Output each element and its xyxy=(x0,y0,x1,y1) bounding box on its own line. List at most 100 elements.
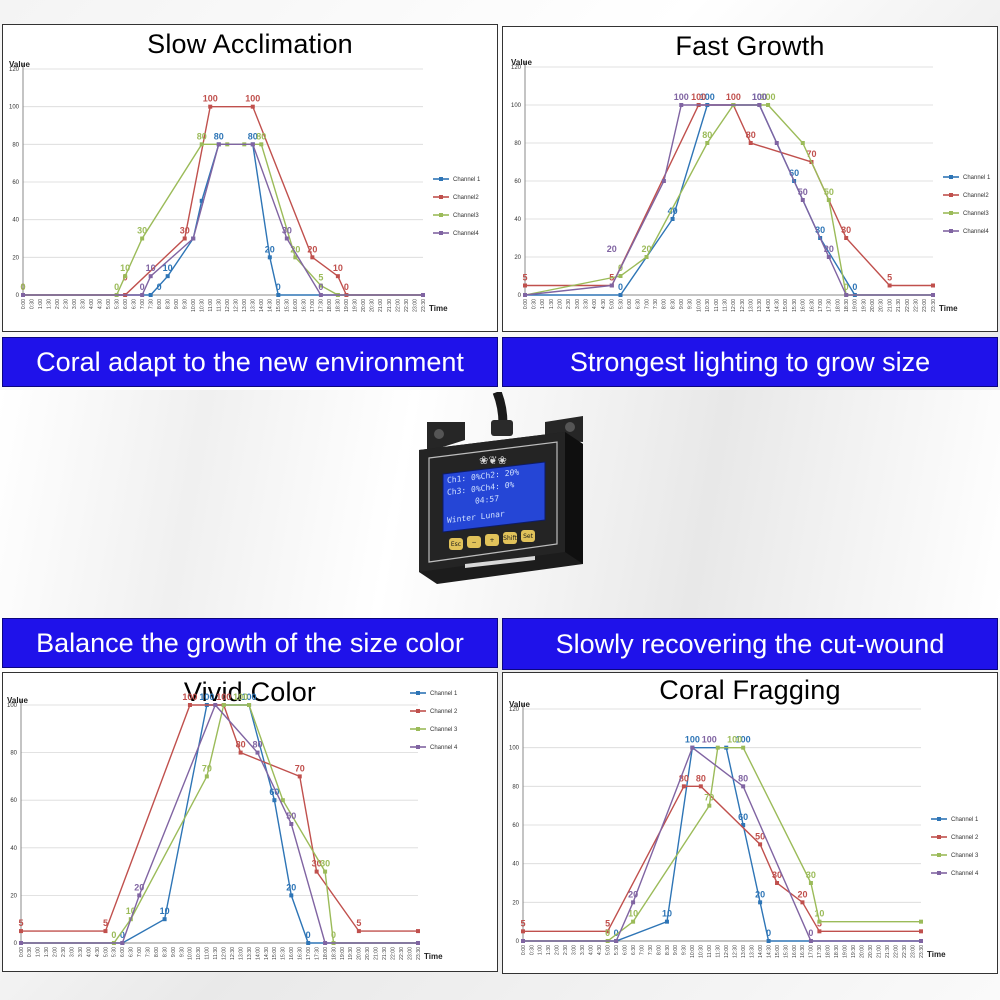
data-label: 0 xyxy=(111,930,116,940)
data-point xyxy=(356,929,361,934)
x-tick-label: 14:30 xyxy=(264,947,270,960)
data-label: 60 xyxy=(789,168,799,178)
x-tick-label: 7:00 xyxy=(644,299,650,309)
lcd-line-3: 04:57 xyxy=(475,494,499,506)
x-tick-label: 21:00 xyxy=(887,299,893,312)
x-tick-label: 20:30 xyxy=(370,299,376,312)
shift-button[interactable] xyxy=(503,532,517,544)
y-tick-label: 20 xyxy=(512,900,519,906)
x-tick-label: 15:30 xyxy=(285,299,291,312)
data-point xyxy=(416,941,420,945)
y-tick-label: 60 xyxy=(12,180,19,186)
data-label: 20 xyxy=(797,889,807,899)
series-line xyxy=(523,746,921,942)
x-tick-label: 21:00 xyxy=(876,945,882,958)
series-line xyxy=(525,104,933,287)
data-label: 5 xyxy=(522,273,527,283)
y-tick-label: 60 xyxy=(514,179,521,185)
legend-marker xyxy=(949,229,953,233)
y-tick-label: 100 xyxy=(9,105,20,111)
y-tick-label: 40 xyxy=(12,218,19,224)
data-label: 100 xyxy=(761,92,776,102)
x-tick-label: 13:00 xyxy=(749,299,755,312)
data-label: 30 xyxy=(815,225,825,235)
x-tick-label: 14:30 xyxy=(268,299,274,312)
set-button[interactable] xyxy=(521,530,535,542)
data-label: 50 xyxy=(755,831,765,841)
x-tick-label: 19:30 xyxy=(348,947,354,960)
set-button-label: Set xyxy=(523,533,534,540)
x-tick-label: 16:30 xyxy=(809,299,815,312)
x-tick-label: 3:00 xyxy=(572,945,578,955)
x-tick-label: 14:30 xyxy=(766,945,772,958)
y-tick-label: 40 xyxy=(10,846,17,852)
data-label: 60 xyxy=(269,787,279,797)
x-tick-label: 13:30 xyxy=(757,299,763,312)
data-label: 10 xyxy=(628,909,638,919)
data-point xyxy=(919,929,923,934)
x-tick-label: 15:30 xyxy=(792,299,798,312)
x-tick-label: 16:30 xyxy=(800,945,806,958)
x-tick-label: 11:00 xyxy=(205,947,211,960)
data-point xyxy=(272,798,277,803)
x-tick-label: 7:30 xyxy=(653,299,659,309)
data-point xyxy=(931,283,935,288)
data-label: 10 xyxy=(662,909,672,919)
data-label: 20 xyxy=(642,244,652,254)
data-label: 30 xyxy=(841,225,851,235)
esc-button[interactable] xyxy=(449,538,463,550)
data-label: 100 xyxy=(233,692,248,702)
y-tick-label: 20 xyxy=(10,893,17,899)
y-tick-label: 100 xyxy=(509,746,520,752)
x-tick-label: 6:00 xyxy=(123,299,129,309)
legend-entry: Channel 3 xyxy=(430,727,458,733)
y-tick-label: 60 xyxy=(10,798,17,804)
data-label: 80 xyxy=(256,131,266,141)
data-label: 5 xyxy=(356,918,361,928)
data-point xyxy=(182,236,187,241)
x-tick-label: 1:30 xyxy=(546,945,552,955)
x-tick-label: 8:30 xyxy=(670,299,676,309)
x-tick-label: 0:30 xyxy=(531,299,537,309)
x-tick-label: 1:30 xyxy=(549,299,555,309)
x-tick-label: 6:30 xyxy=(636,299,642,309)
chart-panel-fast-growth: Fast Growth 0 20 40 60 80 100 120 Value Time 0:00… xyxy=(502,26,998,332)
data-label: 20 xyxy=(265,244,275,254)
data-point xyxy=(297,774,302,779)
x-tick-label: 18:30 xyxy=(336,299,342,312)
data-label: 100 xyxy=(216,692,231,702)
x-tick-label: 15:30 xyxy=(783,945,789,958)
data-label: 100 xyxy=(736,735,751,745)
x-tick-label: 19:30 xyxy=(851,945,857,958)
data-point xyxy=(335,274,340,279)
data-point xyxy=(250,104,255,109)
legend-marker xyxy=(937,817,941,821)
x-tick-label: 3:30 xyxy=(580,945,586,955)
series-line xyxy=(524,104,933,296)
y-tick-label: 40 xyxy=(512,862,519,868)
plus-button[interactable] xyxy=(485,534,499,546)
data-point xyxy=(808,881,813,885)
data-label: 80 xyxy=(236,740,246,750)
x-tick-label: 11:00 xyxy=(208,299,214,312)
banner-bottom-left: Balance the growth of the size color xyxy=(2,618,498,668)
series-line xyxy=(21,704,418,932)
y-tick-label: 40 xyxy=(514,217,521,223)
data-point xyxy=(817,929,822,934)
data-point xyxy=(123,274,128,279)
data-label: 0 xyxy=(318,282,323,292)
data-point xyxy=(523,293,527,297)
legend-entry: Channel 2 xyxy=(430,709,458,715)
data-label: 0 xyxy=(20,282,25,292)
legend-marker xyxy=(416,709,420,713)
data-label: 10 xyxy=(333,263,343,273)
minus-button[interactable] xyxy=(467,536,481,548)
data-point xyxy=(280,798,285,803)
x-tick-label: 19:00 xyxy=(853,299,859,312)
x-tick-label: 8:00 xyxy=(662,299,668,309)
chart-title: Coral Fragging xyxy=(659,675,841,705)
y-tick-label: 0 xyxy=(516,939,520,945)
x-tick-label: 22:00 xyxy=(893,945,899,958)
x-tick-label: 22:30 xyxy=(902,945,908,958)
x-tick-label: 2:00 xyxy=(53,947,59,957)
